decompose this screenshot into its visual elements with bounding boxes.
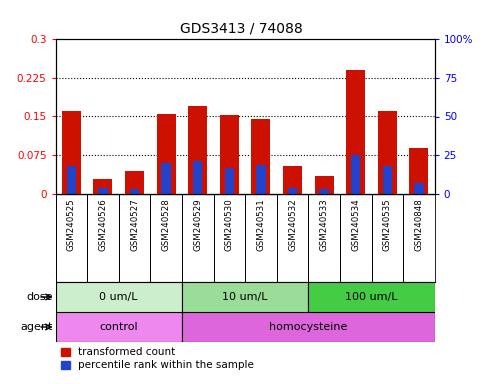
Bar [410, 147, 428, 194]
Bar [182, 312, 435, 342]
Text: 10 um/L: 10 um/L [222, 292, 268, 302]
Text: GSM240527: GSM240527 [130, 199, 139, 251]
Text: control: control [99, 322, 138, 332]
Text: GSM240531: GSM240531 [256, 199, 266, 251]
Bar [319, 189, 329, 194]
Bar [383, 166, 392, 194]
Text: GSM240848: GSM240848 [414, 199, 424, 251]
Bar [283, 166, 302, 194]
Text: GSM240525: GSM240525 [67, 199, 76, 251]
Text: agent: agent [21, 322, 53, 332]
Bar [98, 188, 108, 194]
Bar [314, 176, 334, 194]
Text: GSM240529: GSM240529 [193, 199, 202, 251]
Bar [193, 161, 202, 194]
Bar [161, 163, 171, 194]
Bar [156, 114, 176, 194]
Text: homocysteine: homocysteine [269, 322, 347, 332]
Text: 0 um/L: 0 um/L [99, 292, 138, 302]
Bar [414, 183, 424, 194]
Bar [308, 282, 435, 312]
Bar [256, 165, 266, 194]
Bar [252, 119, 270, 194]
Bar [62, 111, 81, 194]
Text: GSM240526: GSM240526 [99, 199, 107, 251]
Bar [94, 179, 113, 194]
Bar [125, 171, 144, 194]
Text: GDS3413 / 74088: GDS3413 / 74088 [180, 21, 303, 35]
Bar [56, 312, 182, 342]
Bar [351, 155, 360, 194]
Bar [182, 282, 308, 312]
Bar [288, 188, 297, 194]
Text: GSM240530: GSM240530 [225, 199, 234, 251]
Legend: transformed count, percentile rank within the sample: transformed count, percentile rank withi… [61, 347, 255, 370]
Bar [225, 168, 234, 194]
Bar [188, 106, 207, 194]
Text: GSM240533: GSM240533 [320, 199, 328, 251]
Text: GSM240528: GSM240528 [162, 199, 170, 251]
Bar [346, 70, 365, 194]
Bar [378, 111, 397, 194]
Text: 100 um/L: 100 um/L [345, 292, 398, 302]
Text: GSM240535: GSM240535 [383, 199, 392, 251]
Text: GSM240532: GSM240532 [288, 199, 297, 251]
Bar [220, 116, 239, 194]
Bar [130, 189, 139, 194]
Text: dose: dose [27, 292, 53, 302]
Text: GSM240534: GSM240534 [351, 199, 360, 251]
Bar [56, 282, 182, 312]
Bar [67, 166, 76, 194]
